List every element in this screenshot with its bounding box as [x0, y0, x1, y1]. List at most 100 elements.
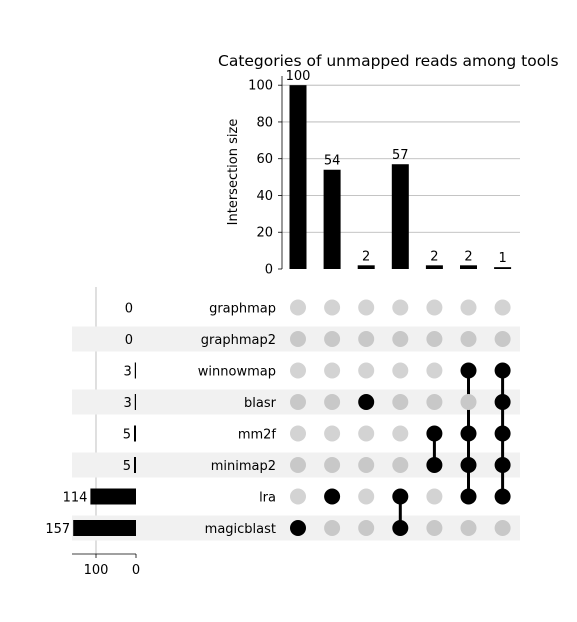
set-name-label: magicblast: [205, 522, 276, 537]
matrix-dot-inactive: [426, 362, 443, 379]
set-name-label: minimap2: [211, 459, 276, 474]
matrix-dot-inactive: [426, 394, 443, 410]
matrix-dot-inactive: [324, 425, 341, 442]
matrix-dot-inactive: [324, 520, 341, 536]
matrix-dot-active: [460, 457, 477, 473]
set-name-label: mm2f: [238, 428, 277, 443]
matrix-dot-inactive: [358, 299, 375, 316]
matrix-dot-inactive: [358, 520, 375, 536]
y-tick-label: 40: [256, 189, 273, 204]
matrix-dot-inactive: [494, 520, 511, 536]
matrix-dot-inactive: [358, 457, 375, 473]
matrix-dot-inactive: [392, 457, 409, 473]
intersection-bar-label: 1: [498, 251, 506, 266]
matrix-dot-inactive: [358, 362, 375, 379]
matrix-dot-inactive: [290, 457, 306, 473]
matrix-dot-inactive: [392, 394, 409, 410]
set-size-label: 3: [124, 396, 132, 411]
matrix-dot-active: [494, 488, 511, 505]
matrix-dot-active: [460, 362, 477, 379]
set-size-bar: [134, 394, 136, 410]
y-tick-label: 100: [248, 79, 273, 94]
y-tick-label: 0: [265, 263, 273, 278]
matrix-dot-inactive: [358, 425, 375, 442]
matrix-dot-inactive: [324, 299, 341, 316]
matrix-dot-inactive: [426, 299, 443, 316]
set-name-label: graphmap: [209, 302, 276, 317]
matrix-dot-inactive: [392, 331, 409, 347]
matrix-dot-inactive: [392, 299, 409, 316]
set-size-label: 5: [123, 459, 131, 474]
matrix-dot-inactive: [494, 331, 511, 347]
y-tick-label: 80: [256, 115, 273, 130]
matrix-dot-inactive: [426, 520, 443, 536]
matrix-dot-active: [460, 488, 477, 505]
matrix-dot-inactive: [392, 362, 409, 379]
intersection-bar-label: 2: [362, 249, 370, 264]
matrix-dot-inactive: [426, 488, 443, 505]
matrix-dot-inactive: [324, 457, 341, 473]
matrix-dot-active: [358, 394, 375, 410]
matrix-dot-inactive: [324, 331, 341, 347]
y-tick-label: 60: [256, 152, 273, 167]
matrix-dot-inactive: [324, 394, 341, 410]
set-size-tick-label: 100: [84, 563, 109, 578]
intersection-bar: [460, 265, 477, 269]
intersection-bar: [391, 164, 409, 269]
matrix-dot-active: [392, 520, 409, 536]
intersection-bar: [357, 265, 375, 269]
matrix-dot-inactive: [392, 425, 409, 442]
intersection-bar-label: 54: [324, 154, 341, 169]
matrix-dot-inactive: [460, 520, 477, 536]
set-size-bar: [134, 362, 136, 379]
intersection-bar: [289, 85, 307, 269]
intersection-bar-label: 100: [286, 69, 311, 84]
intersection-bar: [323, 169, 341, 269]
set-name-label: graphmap2: [201, 333, 276, 348]
matrix-dot-inactive: [460, 394, 477, 410]
matrix-dot-inactive: [494, 299, 511, 316]
matrix-dot-inactive: [460, 331, 477, 347]
set-size-bar: [134, 457, 136, 473]
intersection-bar: [494, 267, 512, 269]
intersection-bar-label: 2: [464, 249, 472, 264]
set-size-label: 114: [63, 491, 88, 506]
matrix-dot-active: [426, 425, 443, 442]
set-size-label: 3: [124, 365, 132, 380]
matrix-dot-active: [426, 457, 443, 473]
set-size-label: 0: [125, 333, 133, 348]
set-size-label: 0: [125, 302, 133, 317]
matrix-dot-active: [494, 457, 511, 473]
matrix-dot-active: [392, 488, 409, 505]
intersection-bar-label: 2: [430, 249, 438, 264]
matrix-dot-inactive: [290, 331, 306, 347]
intersection-bar-label: 57: [392, 148, 409, 163]
matrix-dot-inactive: [290, 488, 306, 505]
matrix-dot-inactive: [358, 331, 375, 347]
chart-title: Categories of unmapped reads among tools: [218, 52, 559, 70]
matrix-dot-active: [290, 520, 306, 536]
set-name-label: winnowmap: [198, 365, 276, 380]
matrix-dot-inactive: [290, 425, 306, 442]
set-size-tick-label: 0: [132, 563, 140, 578]
matrix-dot-inactive: [290, 394, 306, 410]
matrix-dot-active: [324, 488, 341, 505]
set-size-bar: [134, 425, 136, 442]
set-size-bar: [90, 488, 136, 505]
matrix-dot-inactive: [324, 362, 341, 379]
set-name-label: lra: [259, 491, 276, 506]
matrix-dot-inactive: [460, 299, 477, 316]
y-tick-label: 20: [256, 226, 273, 241]
matrix-dot-inactive: [290, 362, 306, 379]
set-name-label: blasr: [244, 396, 277, 411]
matrix-dot-active: [494, 362, 511, 379]
set-size-label: 5: [123, 428, 131, 443]
set-size-label: 157: [45, 522, 70, 537]
matrix-dot-active: [494, 425, 511, 442]
matrix-dot-inactive: [426, 331, 443, 347]
matrix-dot-active: [460, 425, 477, 442]
intersection-bar: [425, 265, 443, 269]
set-size-bar: [73, 520, 136, 536]
matrix-dot-active: [494, 394, 511, 410]
